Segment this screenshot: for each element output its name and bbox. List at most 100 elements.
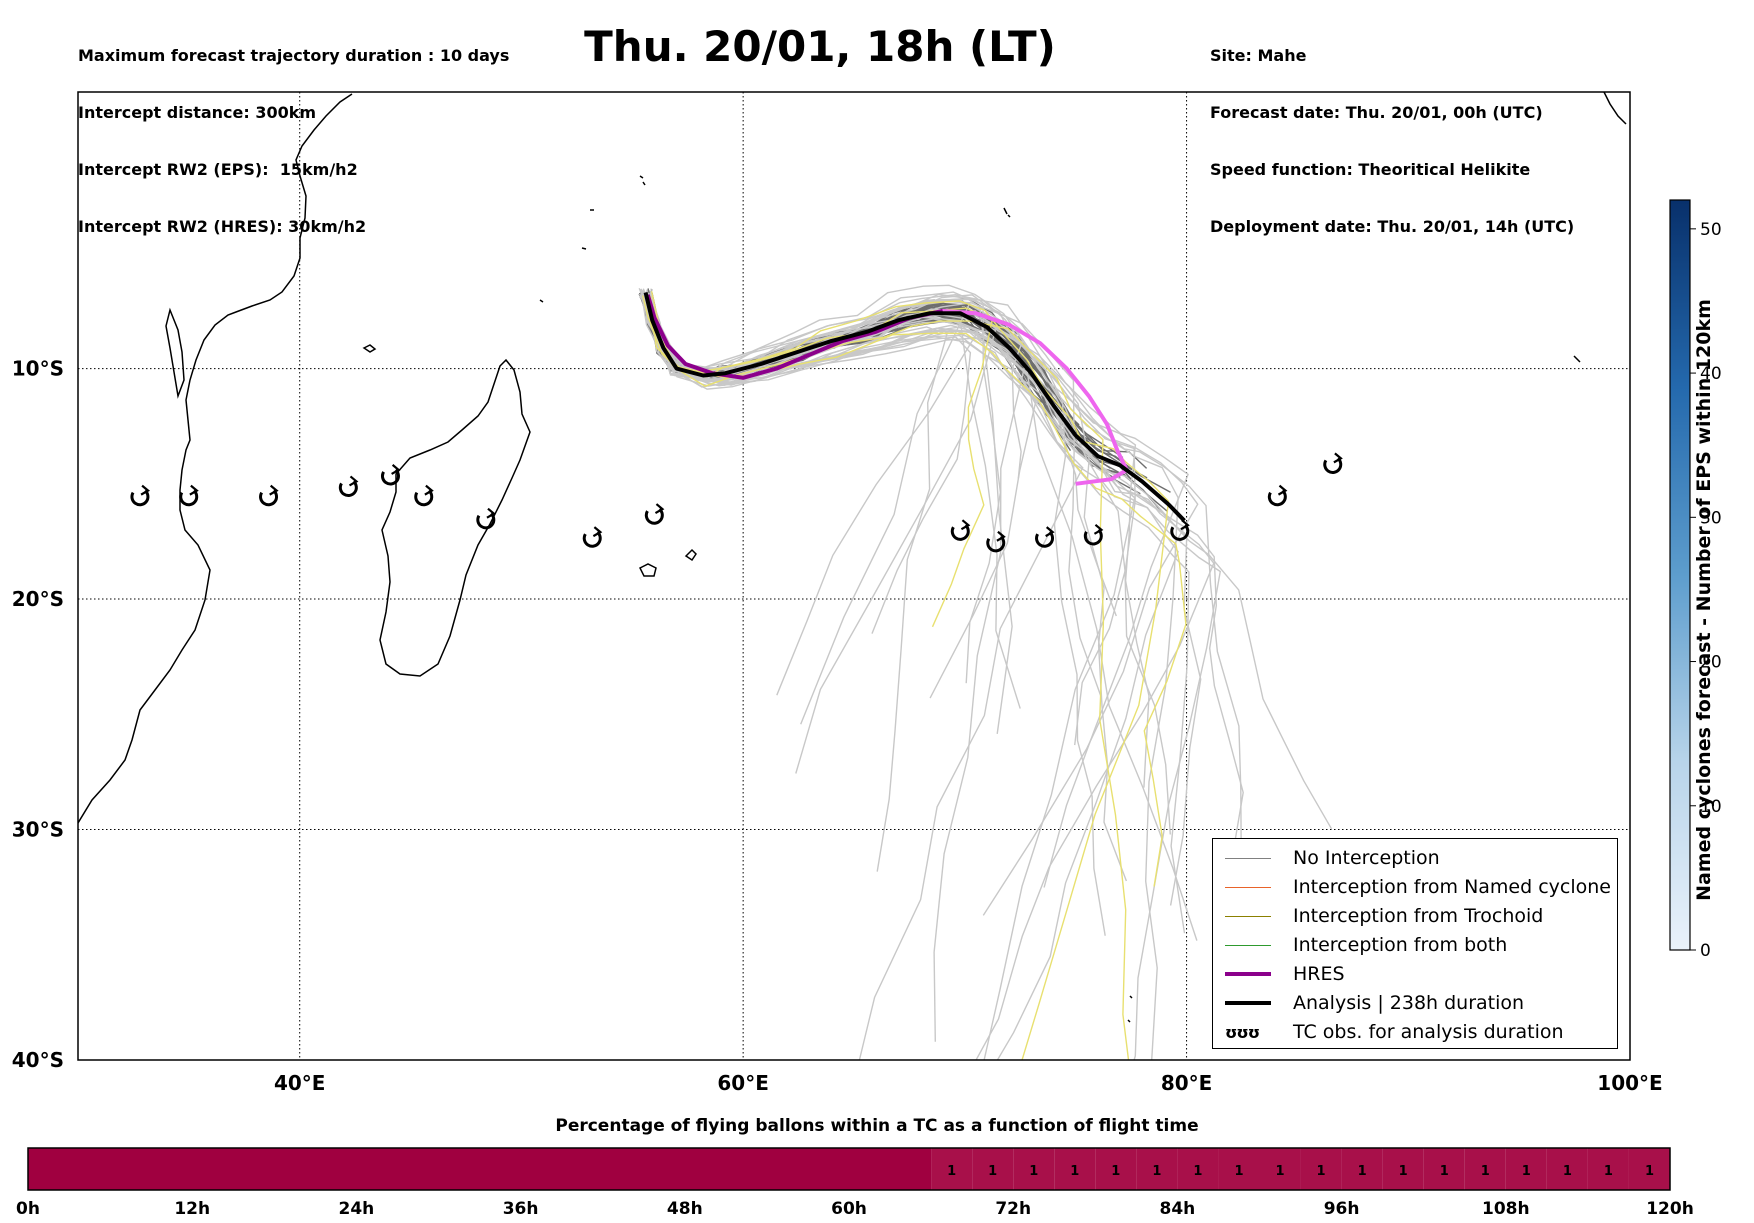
colorbar — [1669, 199, 1691, 951]
progress-ticks: 0h 12h 24h 36h 48h 60h 72h 84h 96h 108h 120h — [16, 1199, 1694, 1219]
progress-cell — [1505, 1148, 1547, 1190]
tc-arc — [1170, 524, 1190, 541]
lake-malawi — [165, 307, 185, 399]
legend-label: Analysis | 238h duration — [1293, 992, 1525, 1014]
lat-tick-label: 10°S — [12, 357, 64, 381]
progress-tick-label: 120h — [1646, 1199, 1694, 1219]
ensemble-track — [646, 291, 1179, 1060]
legend: No Interception Interception from Named … — [1212, 838, 1618, 1049]
progress-cell-label: 1 — [1317, 1164, 1326, 1179]
page-title: Thu. 20/01, 18h (LT) — [584, 22, 1056, 71]
tc-observation-icon — [986, 530, 1006, 553]
lat-tick-label: 20°S — [12, 587, 64, 611]
header-right-line: Speed function: Theoritical Helikite — [1210, 160, 1531, 179]
tc-observation-icon — [1035, 526, 1055, 548]
mauritius-island — [684, 548, 697, 562]
legend-label: Interception from both — [1293, 934, 1508, 956]
analysis-track — [643, 292, 1186, 523]
tc-arrow — [996, 530, 1006, 542]
tc-arrow — [1277, 484, 1288, 496]
tc-arrow — [960, 519, 971, 531]
progress-cell — [1136, 1148, 1178, 1190]
tc-arc — [986, 535, 1006, 553]
tc-observation-icon — [1323, 452, 1343, 474]
tc-arc — [644, 507, 664, 525]
madagascar-coastline — [379, 358, 531, 677]
progress-cell — [1464, 1148, 1506, 1190]
progress-title: Percentage of flying ballons within a TC… — [555, 1116, 1199, 1136]
ensemble-track — [644, 294, 1199, 916]
legend-swatch — [1225, 972, 1271, 976]
africa-coastline — [78, 93, 353, 824]
tc-arrow — [391, 464, 401, 475]
legend-swatch — [1225, 944, 1271, 946]
legend-item-both: Interception from both — [1225, 932, 1507, 958]
tc-observation-icon — [1083, 523, 1104, 546]
tc-arrow — [1333, 452, 1343, 464]
progress-cell — [1177, 1148, 1219, 1190]
axis-tick-labels: 40°E 60°E 80°E 100°E 10°S 20°S 30°S 40°S — [12, 357, 1663, 1095]
colorbar-tick-label: 10 — [1700, 797, 1722, 817]
tc-arc — [130, 489, 150, 507]
legend-label: Interception from Trochoid — [1293, 905, 1544, 927]
ensemble-track — [642, 290, 1084, 1060]
ensemble-track — [641, 289, 1222, 1060]
tc-arrow — [269, 484, 279, 496]
header-right: Site: Mahe Forecast date: Thu. 20/01, 00… — [1210, 8, 1574, 255]
progress-cell-label: 1 — [1234, 1164, 1243, 1179]
progress-cell-label: 1 — [1358, 1164, 1367, 1179]
tc-arc — [582, 530, 602, 548]
lon-tick-label: 60°E — [717, 1071, 769, 1095]
lat-tick-label: 40°S — [12, 1048, 64, 1072]
progress-cell-label: 1 — [1029, 1164, 1038, 1179]
tc-observation-icon — [476, 507, 496, 530]
progress-cell-label: 1 — [1276, 1164, 1285, 1179]
progress-fill — [28, 1148, 932, 1190]
progress-cell — [931, 1148, 973, 1190]
header-left: Maximum forecast trajectory duration : 1… — [78, 8, 509, 255]
legend-item-no-interception: No Interception — [1225, 845, 1440, 871]
progress-cell-label: 1 — [1481, 1164, 1490, 1179]
chagos-island — [1003, 207, 1011, 218]
east-coast — [1573, 92, 1627, 363]
map-canvas: 40°E 60°E 80°E 100°E 10°S 20°S 30°S 40°S 0 10 20 3… — [12, 91, 1722, 1095]
progress-cell-label: 1 — [1645, 1164, 1654, 1179]
coastlines — [78, 92, 1627, 1023]
progress-cell-label: 1 — [1563, 1164, 1572, 1179]
tc-arc — [1035, 530, 1055, 548]
tc-arrow — [592, 526, 603, 538]
progress-tick-label: 48h — [667, 1199, 703, 1219]
colorbar-tick-label: 50 — [1700, 220, 1722, 240]
legend-label: No Interception — [1293, 847, 1440, 869]
tc-observation-icon — [179, 484, 199, 507]
tc-observation-icon — [1170, 519, 1190, 541]
colorbar-ticks: 0 10 20 30 40 50 — [1690, 220, 1722, 961]
tc-arc — [414, 489, 434, 507]
ensemble-track — [643, 295, 1013, 734]
progress-tick-label: 36h — [503, 1199, 539, 1219]
reunion-island — [638, 563, 657, 577]
progress-tick-label: 108h — [1482, 1199, 1530, 1219]
tc-arrow — [1093, 523, 1104, 535]
lat-tick-label: 30°S — [12, 818, 64, 842]
tc-arc — [380, 468, 400, 486]
ensemble-track — [649, 295, 1170, 1060]
tc-observation-icon — [259, 484, 279, 507]
progress-cell-label: 1 — [1522, 1164, 1531, 1179]
progress-cell — [1218, 1148, 1260, 1190]
tc-observation-icon — [338, 475, 359, 497]
tc-arc — [259, 489, 279, 507]
tc-arrow — [140, 484, 151, 496]
tc-observation-icon — [582, 526, 603, 548]
tc-observation-icon — [644, 503, 665, 525]
ensemble-track — [648, 293, 1190, 934]
tc-observation-icon — [1267, 484, 1288, 507]
tc-arc — [179, 489, 199, 507]
tc-observation-icon — [414, 484, 434, 507]
progress-tick-label: 96h — [1324, 1199, 1360, 1219]
hres-track-early — [645, 294, 944, 380]
legend-swatch — [1225, 1001, 1271, 1005]
colorbar-tick-label: 0 — [1700, 941, 1711, 961]
progress-cells: 1 1 1 1 1 1 1 1 1 1 1 1 1 1 1 1 1 1 — [28, 1148, 1670, 1190]
legend-item-named-cyclone: Interception from Named cyclone — [1225, 874, 1611, 900]
